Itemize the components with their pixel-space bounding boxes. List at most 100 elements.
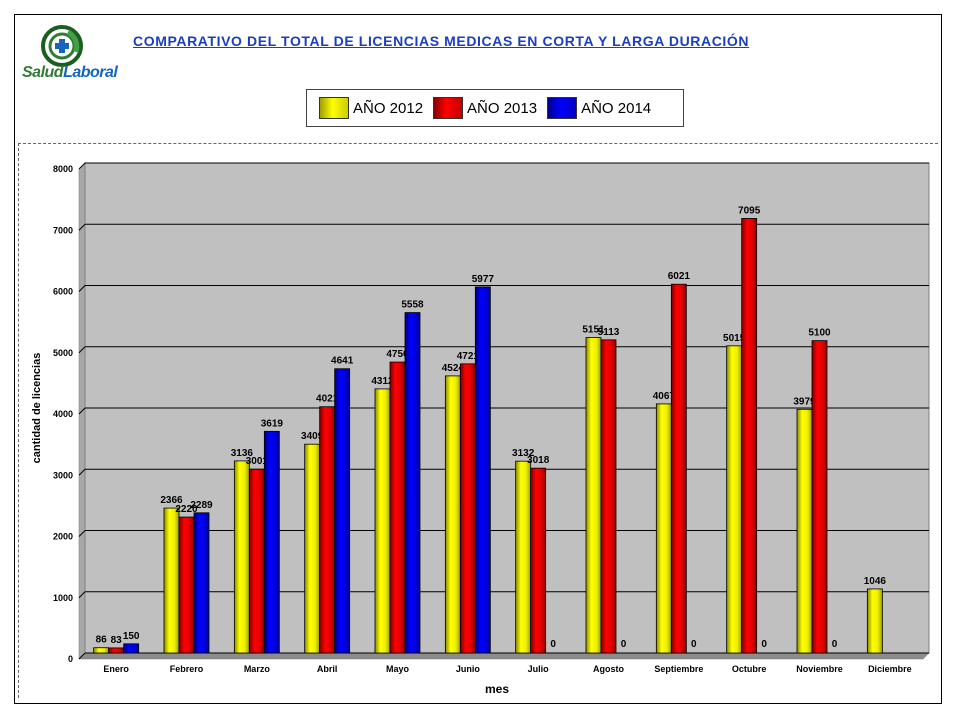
data-label: 3979 (793, 396, 816, 407)
gridline-side (78, 468, 86, 476)
data-label: 3132 (512, 448, 535, 459)
data-label: 2366 (160, 495, 183, 506)
data-label: 4312 (371, 376, 394, 387)
data-label: 5558 (401, 300, 424, 311)
y-tick-label: 7000 (53, 225, 73, 235)
data-label: 3619 (261, 418, 284, 429)
y-tick-label: 5000 (53, 348, 73, 358)
legend-item-2014: AÑO 2014 (547, 97, 651, 119)
legend-item-2012: AÑO 2012 (319, 97, 423, 119)
data-label: 3001 (246, 456, 269, 467)
data-label: 86 (96, 635, 108, 646)
data-label: 5151 (582, 325, 605, 336)
slide-frame (14, 14, 942, 704)
bar (334, 368, 351, 654)
gridline-side (78, 346, 86, 354)
data-label: 4067 (653, 391, 676, 402)
x-tick-label: Abril (317, 664, 338, 674)
data-label: 4524 (442, 363, 465, 374)
bar-chart-svg: 0 1000 2000 3000 4000 5000 6000 7000 8000 cantida… (31, 162, 930, 696)
salud-laboral-logo-icon (41, 25, 83, 67)
data-label: 5113 (598, 327, 620, 338)
bar (108, 647, 125, 654)
x-tick-label: Diciembre (868, 664, 912, 674)
data-label: 150 (123, 631, 140, 642)
data-label: 4641 (331, 356, 354, 367)
logo-text-salud: Salud (22, 64, 64, 81)
bar (178, 516, 195, 654)
x-tick-label: Febrero (170, 664, 204, 674)
gridline-side (78, 652, 86, 660)
data-label: 0 (761, 639, 767, 650)
y-axis-label: cantidad de licencias (31, 353, 43, 464)
data-label: 4021 (316, 394, 339, 405)
bar (248, 468, 265, 654)
x-tick-label: Marzo (244, 664, 271, 674)
logo-text-laboral: Laboral (63, 64, 118, 81)
bar (444, 375, 461, 654)
bar (389, 361, 406, 654)
legend-item-2013: AÑO 2013 (433, 97, 537, 119)
bar (741, 218, 758, 654)
page-title[interactable]: COMPARATIVO DEL TOTAL DE LICENCIAS MEDIC… (133, 33, 750, 49)
bar (93, 647, 110, 654)
logo-wordmark: SaludLaboral (22, 64, 118, 82)
bar (585, 337, 602, 654)
x-tick-label: Septiembre (654, 664, 703, 674)
bar (304, 443, 321, 654)
y-tick-label: 4000 (53, 409, 73, 419)
data-label: 0 (550, 639, 556, 650)
data-label: 3409 (301, 431, 324, 442)
bar (474, 286, 491, 654)
bar (193, 512, 210, 654)
y-tick-label: 8000 (53, 164, 73, 174)
data-label: 5100 (808, 328, 831, 339)
data-label: 0 (832, 639, 838, 650)
data-label: 5977 (472, 274, 495, 285)
x-tick-label: Octubre (732, 664, 767, 674)
chart-legend: AÑO 2012 AÑO 2013 AÑO 2014 (306, 89, 684, 127)
bar (163, 507, 180, 654)
bar (796, 408, 813, 654)
legend-swatch-2012 (319, 97, 349, 119)
legend-swatch-2013 (433, 97, 464, 119)
gridline-side (78, 285, 86, 292)
bar (374, 388, 391, 654)
x-tick-label: Noviembre (796, 664, 843, 674)
data-label: 5015 (723, 333, 746, 344)
y-tick-label: 6000 (53, 287, 73, 297)
x-tick-label: Junio (456, 664, 481, 674)
legend-label-2013: AÑO 2013 (467, 99, 538, 117)
x-tick-label: Enero (103, 664, 129, 674)
divider-line-vertical (18, 143, 19, 698)
bar (811, 340, 828, 654)
bar-chart: 0 1000 2000 3000 4000 5000 6000 7000 8000 cantida… (22, 150, 932, 698)
data-label: 4750 (386, 349, 409, 360)
divider-line (18, 143, 938, 144)
gridline-side (78, 407, 86, 415)
data-label: 83 (111, 635, 123, 646)
x-tick-label: Julio (528, 664, 550, 674)
bar (459, 363, 476, 654)
gridline-side (78, 591, 86, 599)
data-label: 7095 (738, 205, 761, 216)
data-label: 3136 (231, 448, 254, 459)
legend-swatch-2014 (547, 97, 578, 119)
bar (726, 345, 743, 654)
plot-floor (78, 652, 930, 660)
bar (866, 588, 883, 654)
x-axis-label: mes (485, 682, 509, 696)
legend-label-2012: AÑO 2012 (353, 99, 424, 117)
data-label: 0 (621, 639, 627, 650)
x-tick-label: Agosto (593, 664, 624, 674)
bar (600, 339, 617, 654)
gridline-side (78, 530, 86, 537)
gridline-side (78, 223, 86, 231)
legend-label-2014: AÑO 2014 (581, 99, 652, 117)
bar (319, 406, 336, 654)
data-label: 2220 (175, 504, 198, 515)
data-label: 1046 (864, 576, 887, 587)
y-tick-label: 2000 (53, 532, 73, 542)
data-label: 3018 (527, 455, 550, 466)
bar (655, 403, 672, 654)
